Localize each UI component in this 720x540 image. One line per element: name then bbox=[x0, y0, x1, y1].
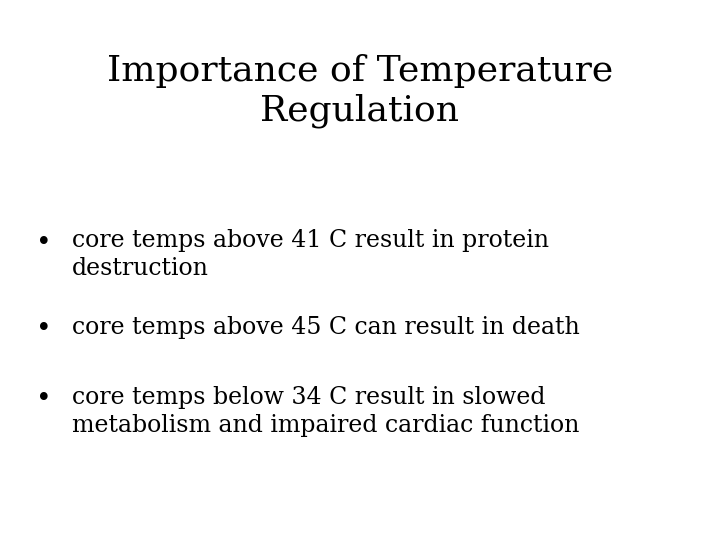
Text: Importance of Temperature
Regulation: Importance of Temperature Regulation bbox=[107, 54, 613, 128]
Text: •: • bbox=[36, 386, 52, 411]
Text: •: • bbox=[36, 230, 52, 254]
Text: core temps above 45 C can result in death: core temps above 45 C can result in deat… bbox=[72, 316, 580, 339]
Text: core temps above 41 C result in protein
destruction: core temps above 41 C result in protein … bbox=[72, 230, 549, 280]
Text: core temps below 34 C result in slowed
metabolism and impaired cardiac function: core temps below 34 C result in slowed m… bbox=[72, 386, 580, 437]
Text: •: • bbox=[36, 316, 52, 341]
